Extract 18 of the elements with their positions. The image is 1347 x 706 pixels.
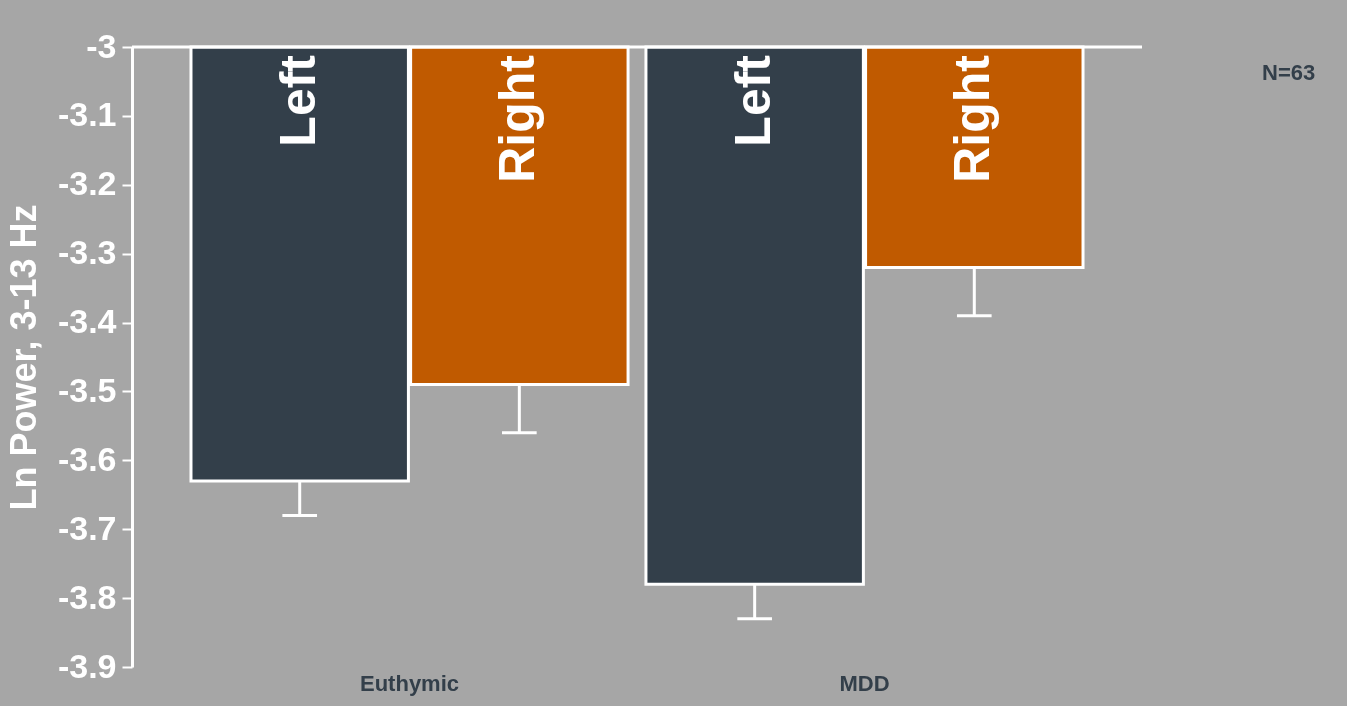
y-tick-label: -3.9 [57,646,117,685]
series-label: Left [269,54,326,147]
y-tick-label: -3.3 [57,233,117,272]
y-tick-label: -3.6 [57,439,117,478]
y-tick-label: -3.2 [57,164,117,203]
text: Right [944,55,1001,183]
y-tick-label: -3.1 [57,95,117,134]
series-label: Right [489,54,546,183]
y-tick-label: -3.7 [57,508,117,547]
y-tick-label: -3.5 [57,370,117,409]
y-tick-label: -3.4 [57,302,117,341]
x-tick-label: Euthymic [360,670,460,696]
y-axis-title: Ln Power, 3-13 Hz [2,204,44,511]
text: N=63 [1262,60,1316,86]
y-tick-label: -3.8 [57,577,117,616]
x-tick-label: MDD [839,670,890,696]
y-tick-label: -3 [86,26,117,65]
text: Left [724,55,781,147]
